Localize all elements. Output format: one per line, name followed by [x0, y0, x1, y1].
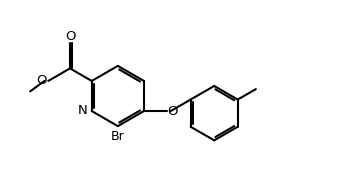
Text: O: O [65, 30, 75, 43]
Text: O: O [167, 105, 178, 118]
Text: O: O [36, 74, 46, 87]
Text: N: N [78, 104, 87, 117]
Text: Br: Br [111, 131, 125, 143]
